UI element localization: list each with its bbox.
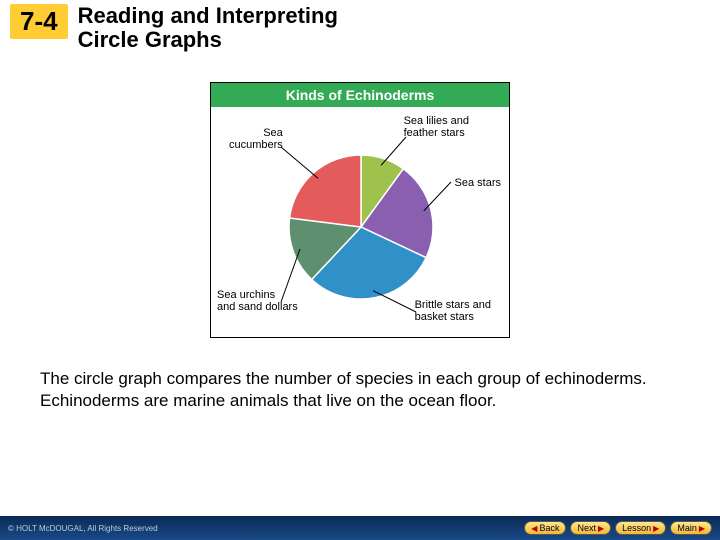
label-text: cucumbers [229, 139, 283, 151]
lesson-number-badge: 7-4 [10, 4, 68, 39]
back-button[interactable]: ◀Back [524, 521, 566, 535]
label-text: Sea [229, 127, 283, 139]
button-label: Back [539, 523, 559, 533]
label-text: basket stars [415, 311, 491, 323]
triangle-right-icon: ▶ [653, 524, 659, 533]
label-text: Sea urchins [217, 289, 298, 301]
triangle-right-icon: ▶ [699, 524, 705, 533]
label-text: and sand dollars [217, 301, 298, 313]
label-text: Brittle stars and [415, 299, 491, 311]
label-brittle-stars: Brittle stars and basket stars [415, 299, 491, 323]
page-title: Reading and Interpreting Circle Graphs [78, 4, 338, 52]
nav-buttons: ◀Back Next▶ Lesson▶ Main▶ [524, 521, 712, 535]
label-text: Sea lilies and [404, 115, 469, 127]
header: 7-4 Reading and Interpreting Circle Grap… [0, 0, 720, 52]
title-line-2: Circle Graphs [78, 28, 338, 52]
title-line-1: Reading and Interpreting [78, 4, 338, 28]
triangle-right-icon: ▶ [598, 524, 604, 533]
pie-chart: Kinds of Echinoderms Sea cucumbers Sea l… [210, 82, 510, 338]
label-sea-stars: Sea stars [455, 177, 501, 189]
lesson-button[interactable]: Lesson▶ [615, 521, 666, 535]
button-label: Lesson [622, 523, 651, 533]
label-sea-lilies: Sea lilies and feather stars [404, 115, 469, 139]
main-button[interactable]: Main▶ [670, 521, 712, 535]
caption-text: The circle graph compares the number of … [0, 368, 720, 412]
footer-bar: © HOLT McDOUGAL, All Rights Reserved ◀Ba… [0, 516, 720, 540]
chart-body: Sea cucumbers Sea lilies and feather sta… [211, 107, 511, 337]
label-sea-cucumbers: Sea cucumbers [229, 127, 283, 151]
chart-title: Kinds of Echinoderms [211, 83, 509, 107]
triangle-left-icon: ◀ [531, 524, 537, 533]
label-sea-urchins: Sea urchins and sand dollars [217, 289, 298, 313]
button-label: Next [577, 523, 596, 533]
button-label: Main [677, 523, 697, 533]
label-text: feather stars [404, 127, 469, 139]
next-button[interactable]: Next▶ [570, 521, 611, 535]
chart-container: Kinds of Echinoderms Sea cucumbers Sea l… [0, 82, 720, 338]
copyright-text: © HOLT McDOUGAL, All Rights Reserved [8, 524, 158, 533]
